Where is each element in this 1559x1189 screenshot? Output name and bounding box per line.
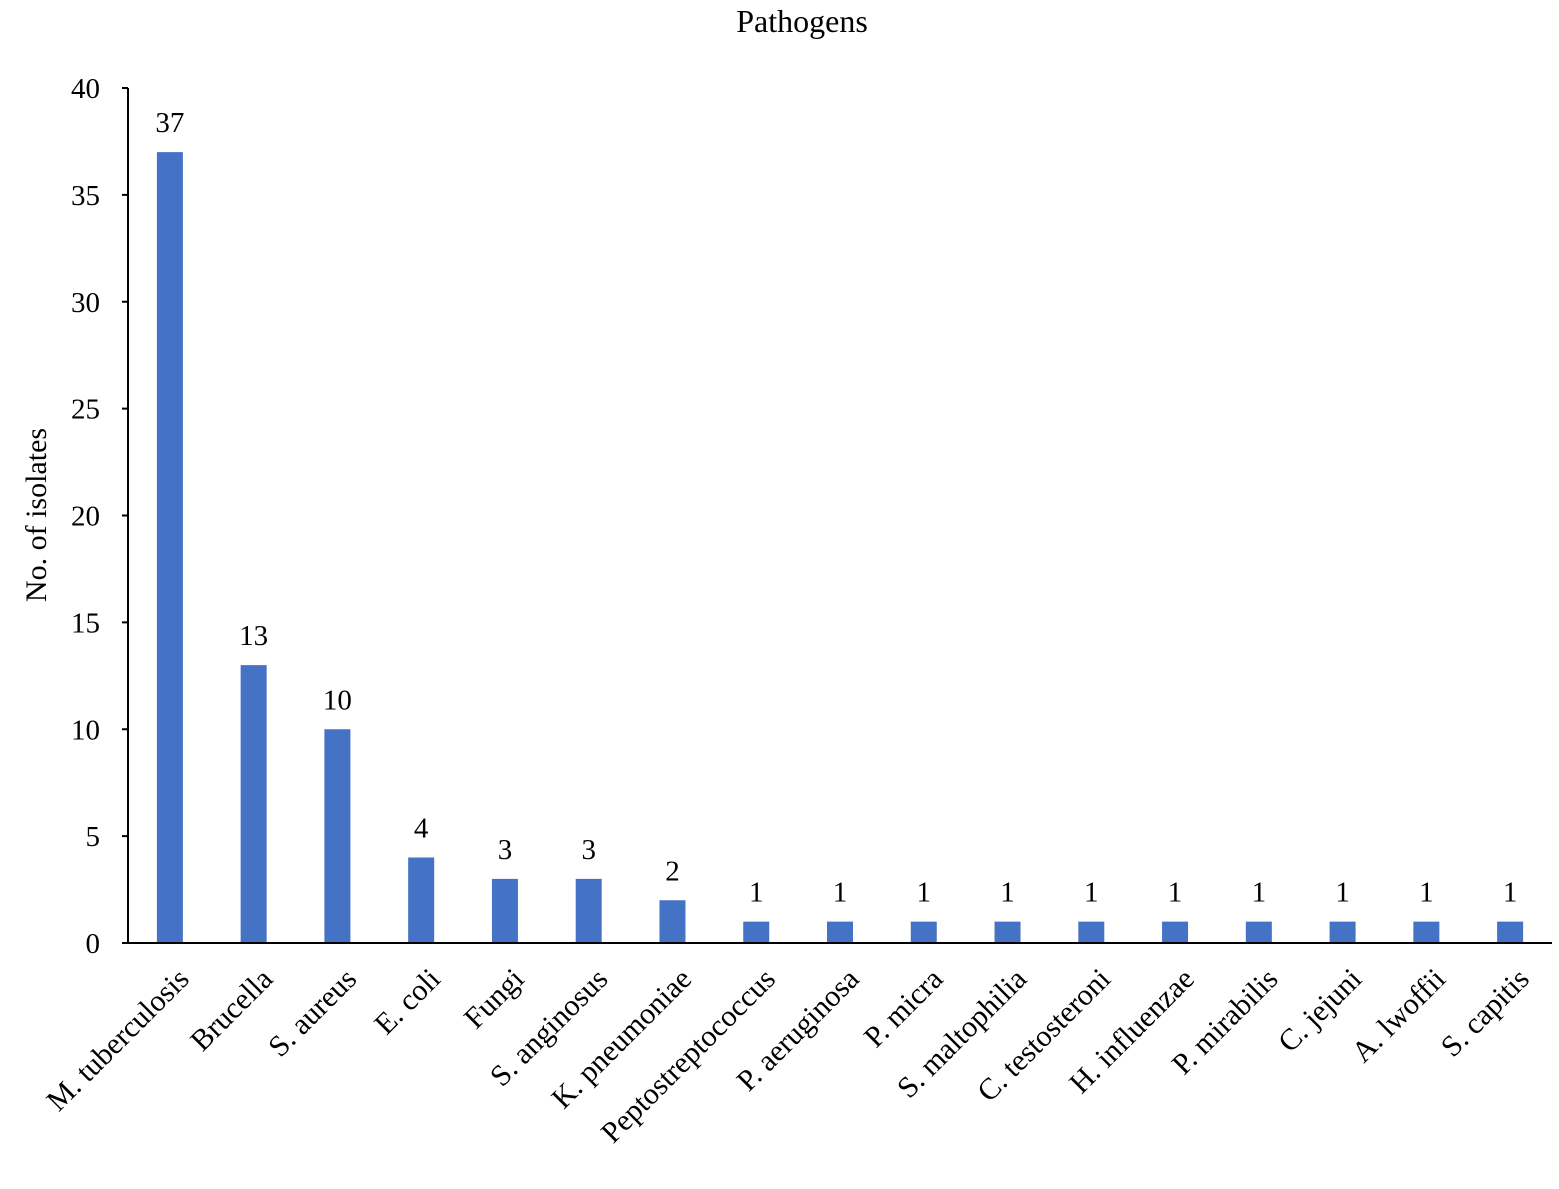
bar bbox=[1162, 921, 1189, 943]
y-tick-label: 5 bbox=[86, 821, 101, 853]
bar-data-label: 2 bbox=[665, 855, 680, 887]
bar-data-label: 1 bbox=[749, 877, 764, 909]
chart-title: Pathogens bbox=[736, 3, 868, 39]
x-category-label: Fungi bbox=[458, 962, 531, 1035]
bar-data-label: 1 bbox=[1503, 877, 1518, 909]
y-tick-label: 30 bbox=[71, 287, 100, 319]
bar bbox=[743, 921, 770, 943]
x-category-label: M. tuberculosis bbox=[40, 962, 195, 1117]
bar-data-label: 13 bbox=[239, 620, 268, 652]
bars bbox=[156, 152, 1524, 943]
bar bbox=[1329, 921, 1356, 943]
bar-data-label: 10 bbox=[323, 684, 352, 716]
bar bbox=[408, 857, 435, 943]
y-tick-label: 35 bbox=[71, 180, 100, 212]
y-axis-label: No. of isolates bbox=[20, 428, 53, 602]
data-labels: 37 13 10 4 3 3 2 1 1 1 1 1 1 1 1 1 1 bbox=[155, 107, 1517, 909]
bar-data-label: 1 bbox=[833, 877, 848, 909]
bar-data-label: 3 bbox=[581, 834, 596, 866]
bar-data-label: 1 bbox=[917, 877, 932, 909]
bar bbox=[1497, 921, 1524, 943]
bar-data-label: 1 bbox=[1168, 877, 1183, 909]
bar bbox=[575, 878, 602, 943]
y-tick-label: 25 bbox=[71, 394, 100, 426]
bar-data-label: 1 bbox=[1000, 877, 1015, 909]
bar bbox=[827, 921, 853, 943]
bar bbox=[994, 921, 1021, 943]
bar-data-label: 4 bbox=[414, 813, 429, 845]
y-tick-label: 40 bbox=[71, 73, 100, 105]
bar bbox=[1413, 921, 1440, 943]
y-axis-ticks: 0 5 10 15 20 25 30 35 40 bbox=[71, 73, 128, 960]
bar-data-label: 3 bbox=[498, 834, 513, 866]
bar-data-label: 1 bbox=[1252, 877, 1267, 909]
y-tick-label: 15 bbox=[71, 607, 100, 639]
bar bbox=[491, 878, 518, 943]
bar bbox=[324, 729, 351, 943]
bar bbox=[156, 152, 183, 943]
bar bbox=[1245, 921, 1272, 943]
x-category-label: S. aureus bbox=[262, 962, 363, 1063]
y-tick-label: 20 bbox=[71, 501, 100, 533]
x-category-label: S. capitis bbox=[1435, 962, 1536, 1063]
bar bbox=[240, 665, 267, 943]
y-tick-label: 0 bbox=[86, 928, 101, 960]
x-category-label: E. coli bbox=[368, 962, 447, 1041]
x-category-label: A. lwoffii bbox=[1345, 962, 1452, 1069]
bar-data-label: 37 bbox=[155, 107, 184, 139]
bar bbox=[910, 921, 937, 943]
bar-data-label: 1 bbox=[1335, 877, 1350, 909]
bar bbox=[659, 900, 686, 943]
bar-data-label: 1 bbox=[1419, 877, 1434, 909]
y-tick-label: 10 bbox=[71, 714, 100, 746]
bar bbox=[1078, 921, 1105, 943]
bar-data-label: 1 bbox=[1084, 877, 1099, 909]
